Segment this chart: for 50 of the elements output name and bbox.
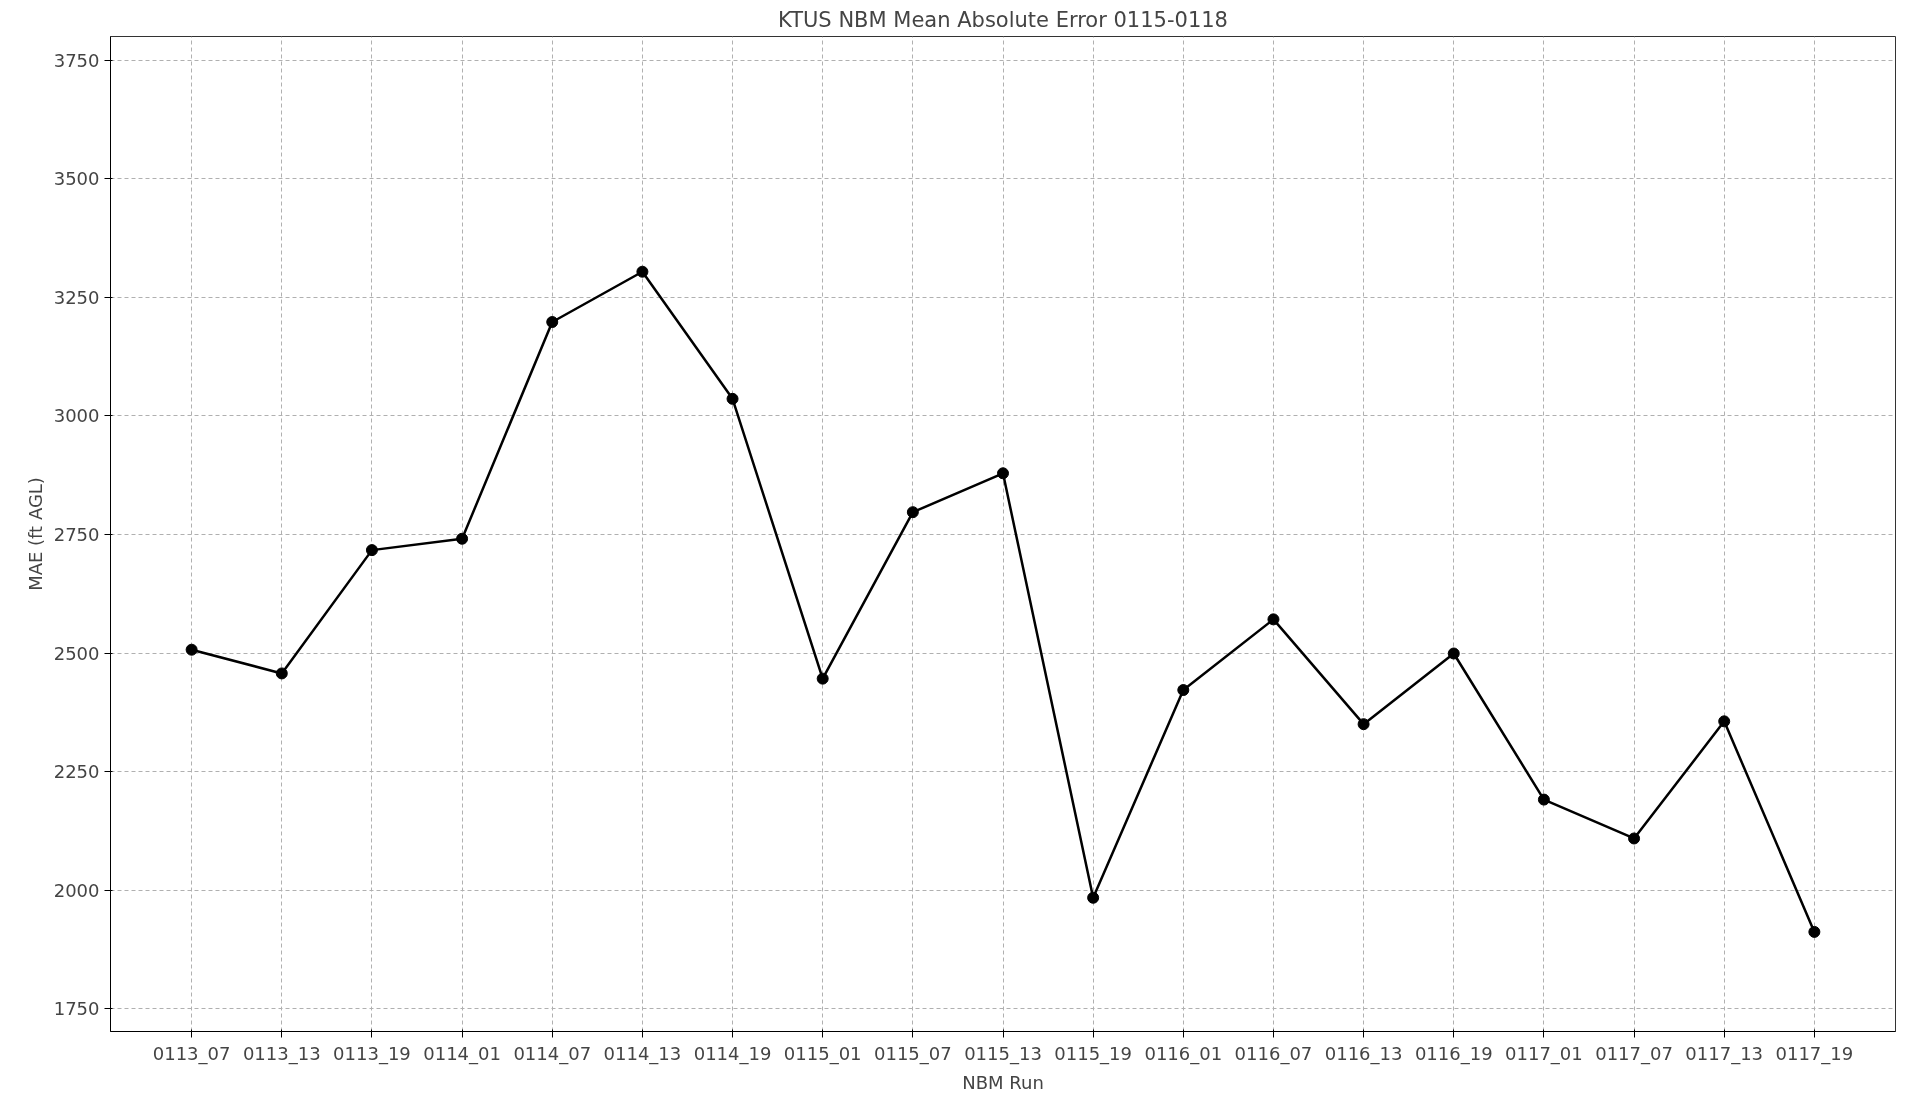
point — [1267, 613, 1280, 626]
point — [636, 265, 649, 278]
y-tick-label: 3500 — [53, 168, 100, 190]
y-tick-label: 2250 — [53, 761, 100, 783]
y-tick-label: 2000 — [53, 879, 100, 901]
x-tick-label: 0116_07 — [1234, 1042, 1313, 1065]
x-tick-label: 0114_01 — [423, 1042, 501, 1065]
x-tick-label: 0115_01 — [783, 1042, 862, 1065]
point — [1447, 647, 1460, 660]
point — [1537, 793, 1550, 806]
x-tick-label: 0115_07 — [873, 1042, 952, 1065]
point — [997, 467, 1009, 480]
x-tick-label: 0113_13 — [242, 1042, 321, 1065]
point — [1628, 832, 1641, 845]
point — [1357, 718, 1370, 731]
chart-title: KTUS NBM Mean Absolute Error 0115-0118 — [778, 7, 1228, 32]
x-tick-label: 0117_07 — [1595, 1042, 1673, 1065]
x-tick-label: 0116_19 — [1414, 1042, 1493, 1065]
x-axis-title: NBM Run — [962, 1071, 1044, 1093]
point — [1177, 684, 1190, 697]
y-tick-label: 3250 — [53, 286, 100, 308]
y-tick-label: 1750 — [53, 998, 100, 1020]
point — [546, 316, 559, 328]
point — [1718, 715, 1731, 728]
x-tick-label: 0114_19 — [693, 1042, 772, 1065]
x-tick-label: 0117_13 — [1685, 1042, 1764, 1065]
y-tick-label: 3000 — [53, 405, 100, 427]
point — [726, 392, 739, 405]
x-tick-label: 0113_19 — [333, 1042, 411, 1065]
x-tick-label: 0116_13 — [1324, 1042, 1403, 1065]
point — [456, 532, 469, 545]
point — [275, 667, 288, 680]
point — [816, 672, 829, 685]
y-tick-label: 3750 — [53, 49, 100, 71]
point — [185, 643, 198, 656]
x-tick-label: 0115_19 — [1054, 1042, 1133, 1065]
y-axis-title: MAE (ft AGL) — [24, 477, 46, 591]
x-tick-label: 0116_01 — [1144, 1042, 1223, 1065]
point — [906, 506, 919, 519]
x-tick-label: 0114_13 — [603, 1042, 682, 1065]
x-tick-label: 0117_01 — [1505, 1042, 1583, 1065]
point — [1808, 925, 1821, 938]
y-tick-label: 2750 — [53, 523, 100, 545]
y-tick-label: 2500 — [53, 642, 100, 664]
x-tick-label: 0114_07 — [513, 1042, 592, 1065]
x-tick-label: 0115_13 — [964, 1042, 1042, 1065]
x-tick-label: 0113_07 — [152, 1042, 231, 1065]
point — [1087, 891, 1100, 904]
x-tick-label: 0117_19 — [1775, 1042, 1854, 1065]
point — [365, 544, 378, 557]
